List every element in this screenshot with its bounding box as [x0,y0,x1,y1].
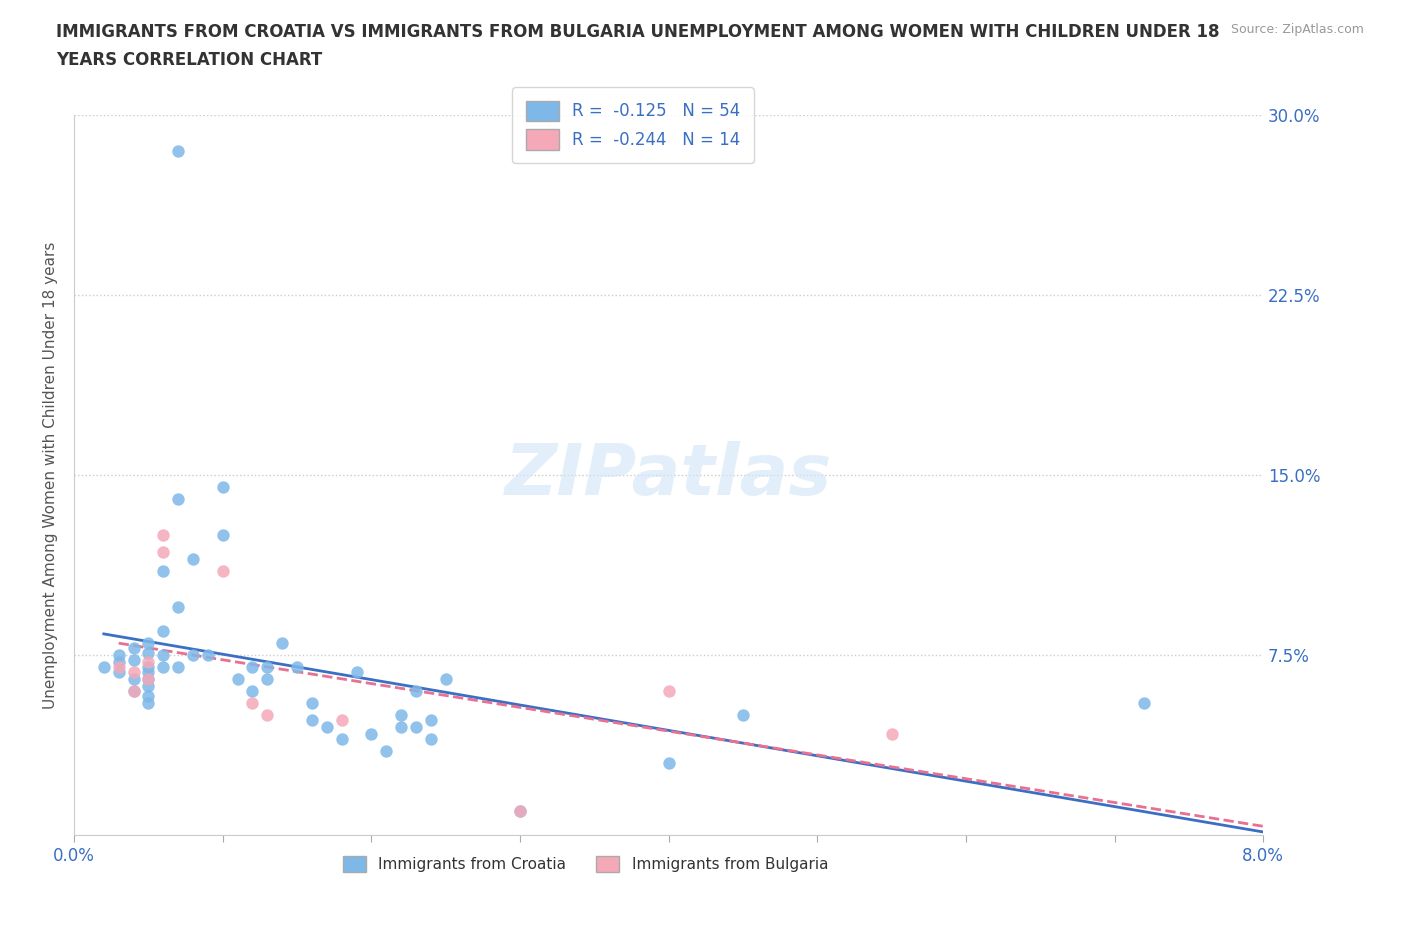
Point [138,671,160,686]
Point [419,732,441,747]
Point [152,545,174,560]
Point [138,636,160,651]
Point [658,756,681,771]
Point [242,659,264,674]
Point [226,671,249,686]
Point [346,665,368,680]
Point [138,671,160,686]
Point [1133,696,1156,711]
Point [375,744,398,759]
Legend: Immigrants from Croatia, Immigrants from Bulgaria: Immigrants from Croatia, Immigrants from… [336,850,834,878]
Point [152,659,174,674]
Point [197,648,219,663]
Point [405,684,427,698]
Point [167,600,190,615]
Text: ZIPatlas: ZIPatlas [505,441,832,510]
Point [211,527,233,542]
Point [256,659,278,674]
Point [138,696,160,711]
Point [107,665,129,680]
Point [181,551,204,566]
Point [360,727,382,742]
Point [211,564,233,578]
Point [138,645,160,660]
Point [152,527,174,542]
Y-axis label: Unemployment Among Women with Children Under 18 years: Unemployment Among Women with Children U… [44,242,58,709]
Point [93,659,115,674]
Point [419,712,441,727]
Point [107,655,129,670]
Point [242,684,264,698]
Point [167,143,190,158]
Point [389,708,412,723]
Point [138,659,160,674]
Point [152,648,174,663]
Point [509,804,531,818]
Text: IMMIGRANTS FROM CROATIA VS IMMIGRANTS FROM BULGARIA UNEMPLOYMENT AMONG WOMEN WIT: IMMIGRANTS FROM CROATIA VS IMMIGRANTS FR… [56,23,1220,41]
Point [330,732,353,747]
Point [405,720,427,735]
Point [138,688,160,703]
Point [731,708,754,723]
Point [389,720,412,735]
Point [301,696,323,711]
Point [658,684,681,698]
Point [256,671,278,686]
Point [138,665,160,680]
Point [880,727,903,742]
Point [167,659,190,674]
Point [138,679,160,694]
Point [152,564,174,578]
Point [107,659,129,674]
Point [107,648,129,663]
Point [138,655,160,670]
Point [315,720,337,735]
Point [122,684,145,698]
Point [122,684,145,698]
Point [242,696,264,711]
Text: YEARS CORRELATION CHART: YEARS CORRELATION CHART [56,51,322,69]
Text: Source: ZipAtlas.com: Source: ZipAtlas.com [1230,23,1364,36]
Point [152,624,174,639]
Point [167,492,190,507]
Point [256,708,278,723]
Point [211,480,233,495]
Point [181,648,204,663]
Point [330,712,353,727]
Point [509,804,531,818]
Point [301,712,323,727]
Point [271,636,294,651]
Point [285,659,308,674]
Point [434,671,457,686]
Point [122,671,145,686]
Point [122,653,145,668]
Point [122,665,145,680]
Point [122,641,145,656]
